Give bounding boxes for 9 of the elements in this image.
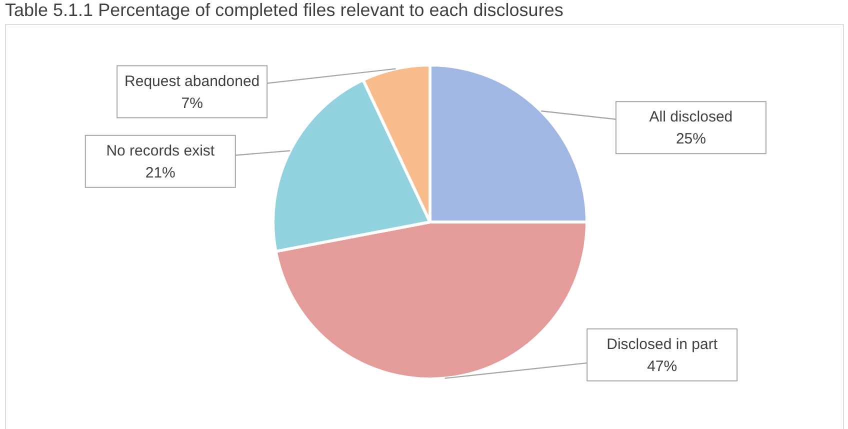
slice-label: Request abandoned <box>124 72 260 90</box>
slice-label: Disclosed in part <box>606 336 718 353</box>
chart-title: Table 5.1.1 Percentage of completed files relevant to each disclosures <box>5 0 564 20</box>
slice-label: No records exist <box>106 142 216 160</box>
data-label: 25% <box>676 130 706 148</box>
data-label: 21% <box>145 164 176 182</box>
slice-label: All disclosed <box>649 108 733 126</box>
data-label: 47% <box>647 358 678 375</box>
data-label: 7% <box>181 94 203 112</box>
